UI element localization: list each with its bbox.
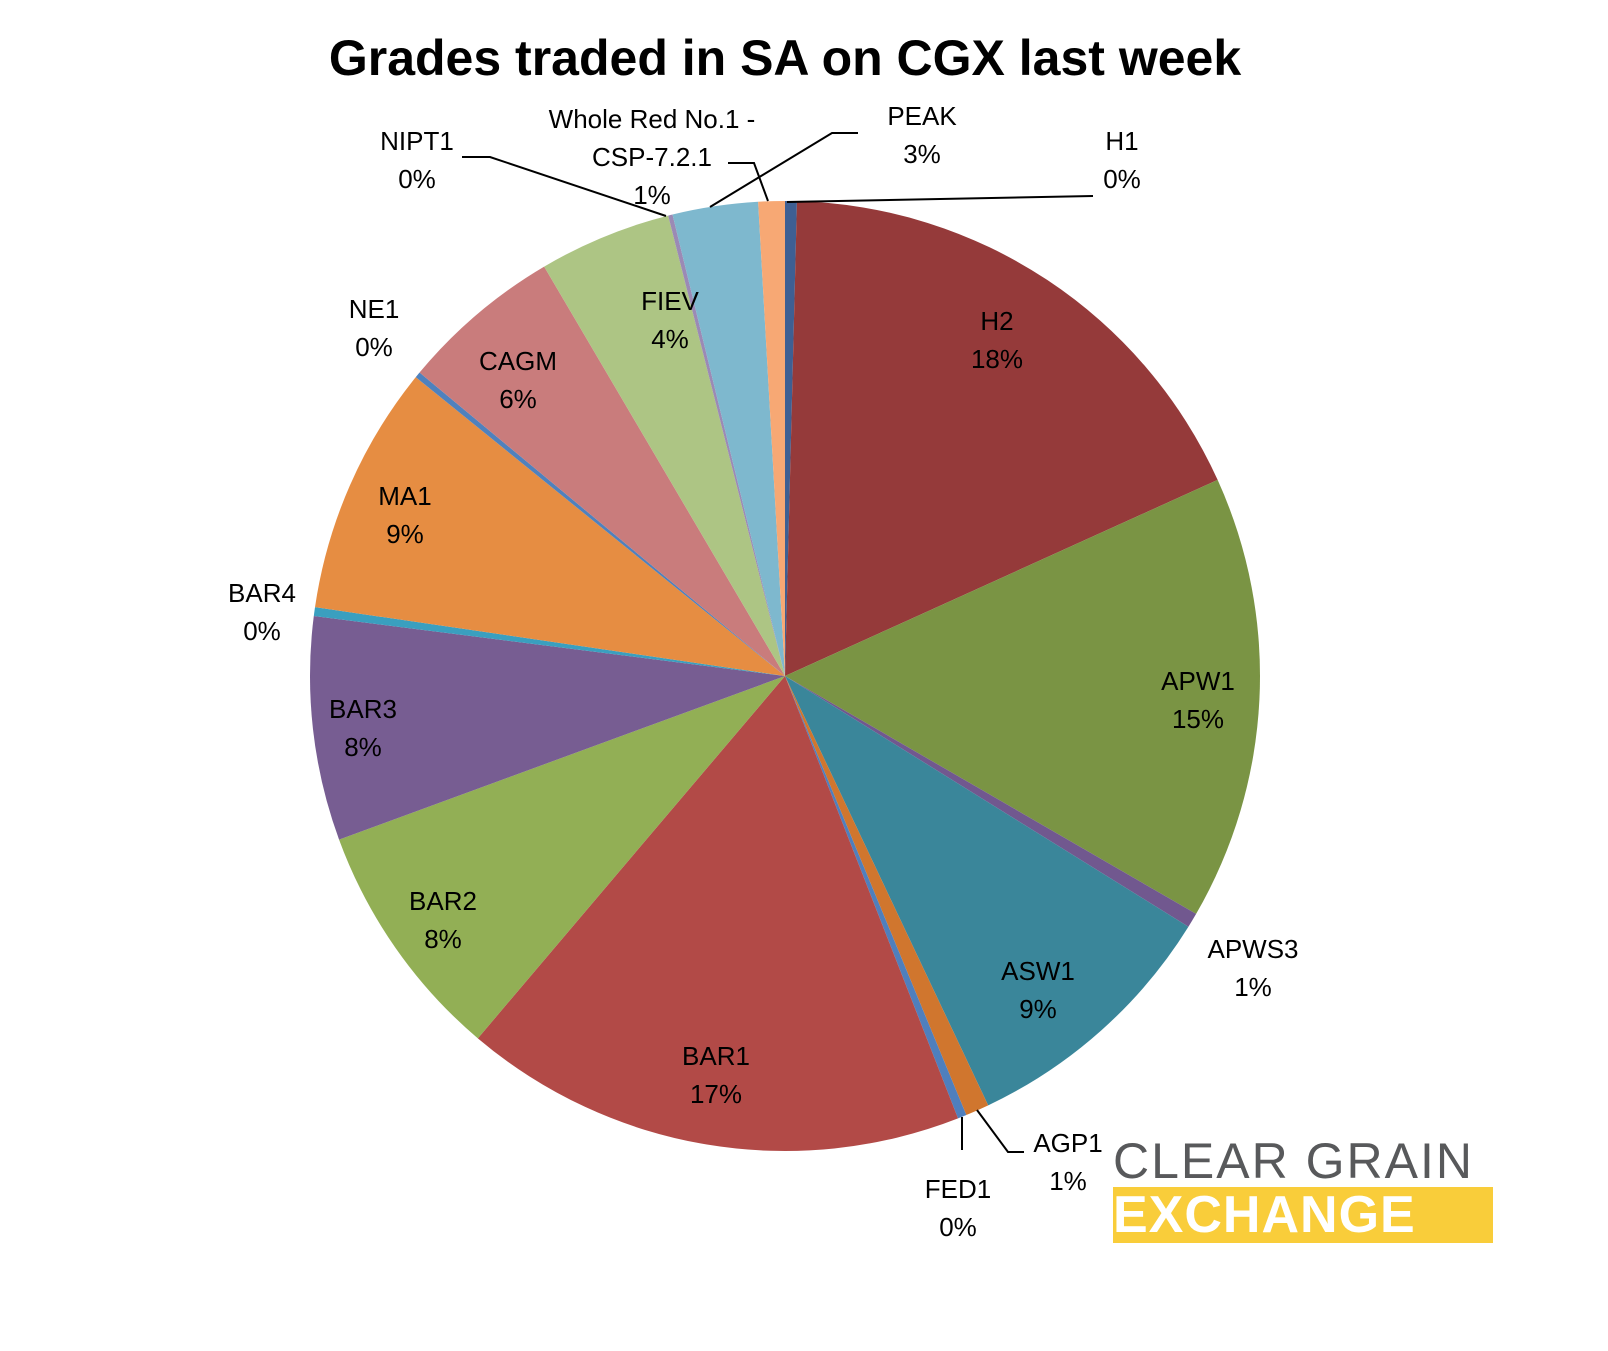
- leader-line: [728, 162, 769, 202]
- leader-line: [462, 156, 667, 217]
- slice-label: BAR3 8%: [329, 694, 397, 762]
- slice-label: NIPT1 0%: [380, 126, 454, 194]
- slice-label: NE1 0%: [349, 294, 400, 362]
- pie-slice-h1: [785, 201, 797, 676]
- slice-label: ASW1 9%: [1001, 956, 1075, 1024]
- chart-title: Grades traded in SA on CGX last week: [329, 30, 1241, 86]
- pie-slice-nipt1: [668, 214, 785, 676]
- pie-slice-apws3: [785, 676, 1197, 927]
- slice-label: Whole Red No.1 -CSP-7.2.1 1%: [549, 104, 756, 210]
- slice-label: FIEV 4%: [641, 286, 699, 354]
- slice-label: MA1 9%: [378, 481, 431, 549]
- slice-label: BAR2 8%: [409, 886, 477, 954]
- leader-line: [976, 1109, 1024, 1153]
- slice-label: APW1 15%: [1161, 666, 1235, 734]
- slice-label: H1 0%: [1103, 126, 1141, 194]
- slice-label: BAR1 17%: [682, 1041, 750, 1109]
- slice-label: BAR4 0%: [228, 578, 296, 646]
- leader-line: [786, 195, 1094, 203]
- slice-label: APWS3 1%: [1207, 934, 1298, 1002]
- pie-slice-bar2: [339, 676, 785, 1039]
- slice-label: FED1 0%: [925, 1174, 991, 1242]
- slice-label: PEAK 3%: [887, 101, 957, 169]
- leader-line: [709, 132, 858, 208]
- slice-label: CAGM 6%: [479, 346, 557, 414]
- pie-slice-fiev: [544, 215, 785, 676]
- pie-slice-ne1: [415, 372, 785, 676]
- pie-slice-bar4: [313, 607, 785, 676]
- pie-slice-apw1: [785, 479, 1260, 914]
- pie-slice-asw1: [785, 676, 1189, 1106]
- clear-grain-exchange-logo: CLEAR GRAIN EXCHANGE: [1113, 1135, 1493, 1243]
- logo-line1: CLEAR GRAIN: [1113, 1133, 1474, 1189]
- slice-label: AGP1 1%: [1033, 1128, 1102, 1196]
- logo-line2: EXCHANGE: [1113, 1187, 1493, 1243]
- pie-slice-peak: [672, 201, 785, 677]
- pie-slice-fed1: [785, 676, 967, 1119]
- pie-slice-cagm: [419, 266, 785, 676]
- pie-slice-whole-red-no-1-csp-7-2-1: [758, 201, 785, 676]
- pie-slice-bar1: [477, 676, 959, 1151]
- slice-label: H2 18%: [971, 306, 1023, 374]
- pie-slice-agp1: [785, 676, 989, 1116]
- pie-slice-h2: [785, 201, 1218, 677]
- pie-slice-bar3: [309, 616, 785, 840]
- pie-slice-ma1: [315, 377, 785, 676]
